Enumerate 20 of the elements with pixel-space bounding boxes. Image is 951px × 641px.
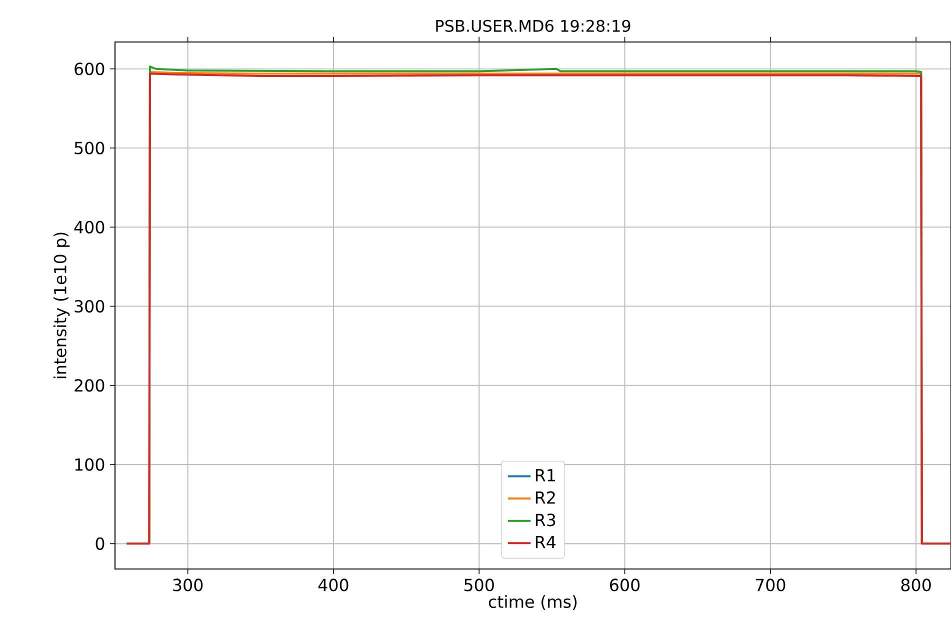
y-tick-label: 0 — [96, 537, 104, 550]
y-tick-label: 500 — [74, 142, 104, 154]
x-tick-label: 500 — [464, 578, 494, 592]
y-axis-title: intensity (1e10 p) — [54, 232, 70, 378]
y-tick-label: 600 — [74, 62, 104, 76]
x-tick-label: 700 — [756, 578, 786, 592]
legend-label: R1 — [536, 469, 555, 482]
y-tick-label: 100 — [75, 458, 104, 471]
legend-label: R4 — [536, 536, 556, 548]
y-tick-label: 200 — [74, 379, 104, 392]
x-axis-title: ctime (ms) — [488, 595, 577, 610]
x-tick-label: 800 — [901, 578, 931, 592]
y-tick-label: 400 — [74, 220, 104, 234]
x-tick-label: 300 — [173, 578, 203, 592]
legend-label: R2 — [536, 491, 555, 504]
y-tick-label: 300 — [74, 300, 104, 313]
x-tick-label: 600 — [610, 578, 640, 592]
chart-title: PSB.USER.MD6 19:28:19 — [436, 20, 630, 32]
legend-label: R3 — [536, 514, 556, 526]
x-tick-label: 400 — [318, 578, 348, 592]
